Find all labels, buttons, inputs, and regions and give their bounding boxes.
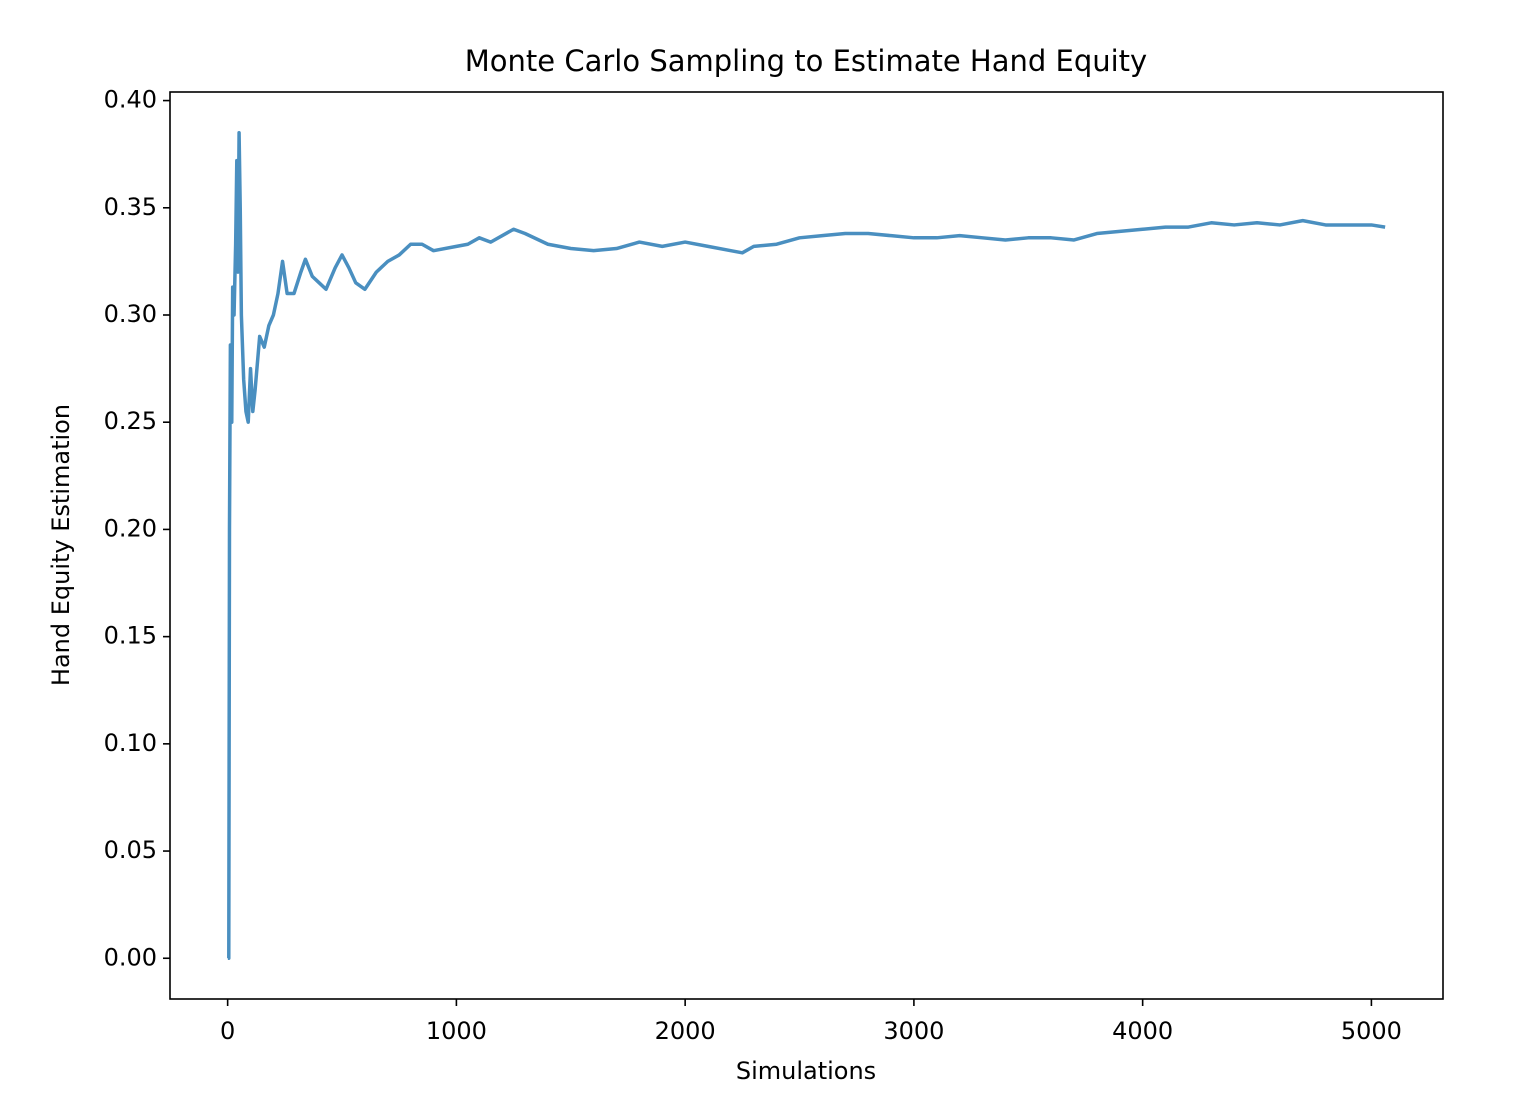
chart-title: Monte Carlo Sampling to Estimate Hand Eq… xyxy=(465,44,1147,78)
y-tick-label: 0.35 xyxy=(104,193,157,221)
x-axis-label: Simulations xyxy=(736,1057,876,1085)
x-tick-label: 2000 xyxy=(655,1017,716,1045)
plot-frame xyxy=(169,91,1444,1000)
y-tick-label: 0.15 xyxy=(104,622,157,650)
y-tick-label: 0.20 xyxy=(104,514,157,542)
x-tick-label: 4000 xyxy=(1112,1017,1173,1045)
line xyxy=(227,130,1386,961)
y-tick-label: 0.40 xyxy=(104,86,157,114)
x-tick-label: 0 xyxy=(220,1017,235,1045)
x-tick-label: 3000 xyxy=(883,1017,944,1045)
y-tick-label: 0.00 xyxy=(104,943,157,971)
y-tick-label: 0.05 xyxy=(104,836,157,864)
x-tick-label: 5000 xyxy=(1341,1017,1402,1045)
y-tick-label: 0.10 xyxy=(104,729,157,757)
y-tick-label: 0.25 xyxy=(104,407,157,435)
x-tick-label: 1000 xyxy=(426,1017,487,1045)
y-tick-label: 0.30 xyxy=(104,300,157,328)
y-axis-label: Hand Equity Estimation xyxy=(47,404,75,686)
